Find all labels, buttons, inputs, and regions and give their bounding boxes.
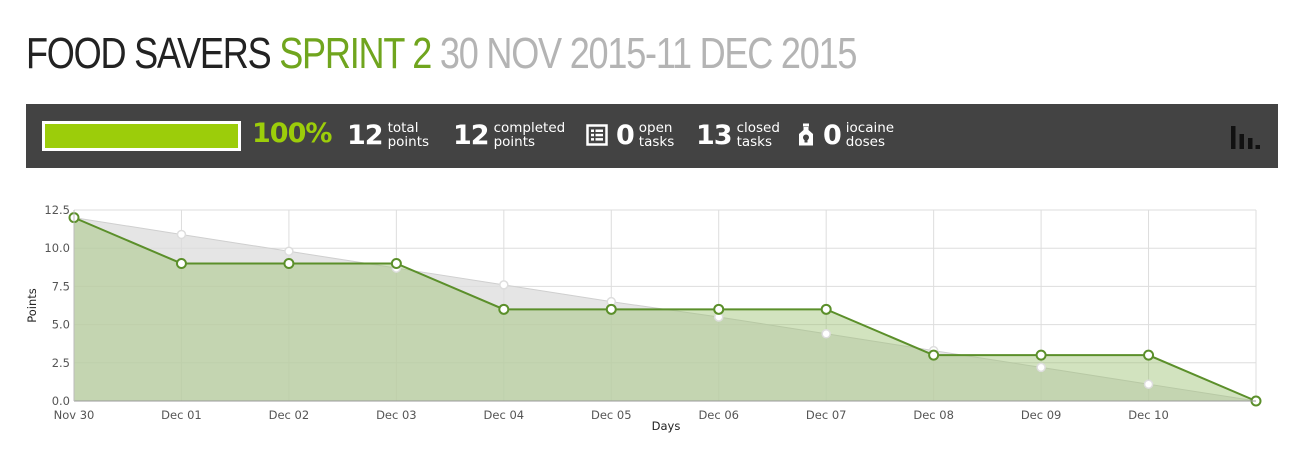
- total-points-label-2: points: [387, 134, 430, 150]
- closed-tasks-label-2: tasks: [736, 134, 773, 150]
- project-name: FOOD SAVERS: [26, 29, 272, 78]
- ideal-point: [1036, 362, 1046, 373]
- ideal-point: [499, 280, 509, 290]
- actual-point: [283, 257, 295, 269]
- actual-point: [820, 303, 832, 315]
- ideal-point: [176, 229, 187, 240]
- x-tick-label: Dec 10: [1128, 408, 1169, 422]
- y-tick-label: 12.5: [44, 203, 70, 217]
- y-tick-label: 5.0: [52, 318, 70, 332]
- x-tick-label: Dec 09: [1021, 408, 1062, 422]
- iocaine-doses-label-2: doses: [845, 134, 885, 150]
- y-tick-label: 2.5: [52, 356, 70, 370]
- open-tasks-value: 0: [616, 119, 635, 151]
- total-points-label-1: total: [387, 120, 419, 136]
- page-title: FOOD SAVERS SPRINT 2 30 NOV 2015-11 DEC …: [26, 28, 858, 80]
- ideal-point: [821, 329, 831, 339]
- actual-point: [928, 349, 940, 361]
- closed-tasks-stat: 13 closed tasks: [696, 117, 780, 153]
- completed-points-stat: 12 completed points: [453, 117, 565, 153]
- open-tasks-label-2: tasks: [638, 134, 675, 150]
- completed-points-label-1: completed: [493, 120, 566, 136]
- iocaine-doses-value: 0: [823, 119, 842, 151]
- x-axis-label: Days: [652, 419, 681, 433]
- y-tick-label: 0.0: [52, 394, 70, 408]
- bar-chart-icon[interactable]: [1230, 122, 1260, 150]
- actual-point: [498, 303, 510, 315]
- completed-points-label-2: points: [493, 134, 536, 150]
- y-axis-label: Points: [25, 288, 39, 323]
- actual-point: [713, 303, 725, 315]
- sprint-progress-bar: [42, 121, 241, 151]
- completed-points-value: 12: [453, 119, 490, 151]
- open-tasks-label-1: open: [638, 120, 673, 136]
- sprint-name: SPRINT 2: [279, 29, 432, 78]
- y-tick-label: 7.5: [52, 279, 70, 293]
- x-tick-label: Nov 30: [54, 408, 95, 422]
- x-tick-label: Dec 02: [269, 408, 310, 422]
- iocaine-doses-label-1: iocaine: [845, 120, 895, 136]
- actual-point: [605, 303, 617, 315]
- actual-point: [390, 257, 402, 269]
- total-points-stat: 12 total points: [347, 117, 429, 153]
- open-tasks-stat: 0 open tasks: [586, 117, 674, 153]
- x-tick-label: Dec 07: [806, 408, 847, 422]
- closed-tasks-label-1: closed: [736, 120, 780, 136]
- actual-point: [1035, 349, 1047, 361]
- x-tick-label: Dec 03: [376, 408, 417, 422]
- burndown-chart-svg: 0.0 2.5 5.0 7.5 10.0 12.5 Nov 30 Dec 01 Dec 02 De…: [25, 203, 1262, 433]
- progress-percent: 100%: [252, 118, 332, 149]
- x-tick-label: Dec 04: [484, 408, 525, 422]
- iocaine-doses-stat: 0 iocaine doses: [797, 117, 894, 153]
- x-tick-label: Dec 08: [913, 408, 954, 422]
- actual-burndown-line: [73, 216, 1257, 402]
- actual-point: [1143, 349, 1155, 361]
- ideal-point: [284, 246, 294, 257]
- burndown-chart: 0.0 2.5 5.0 7.5 10.0 12.5 Nov 30 Dec 01 Dec 02 De…: [0, 190, 1305, 456]
- x-tick-label: Dec 05: [591, 408, 632, 422]
- actual-point: [175, 257, 187, 269]
- task-list-icon: [586, 124, 608, 146]
- poison-bottle-icon: [797, 123, 815, 147]
- total-points-value: 12: [347, 119, 384, 151]
- y-tick-label: 10.0: [44, 241, 70, 255]
- sprint-progress-fill: [45, 124, 238, 148]
- closed-tasks-value: 13: [696, 119, 733, 151]
- sprint-dates: 30 NOV 2015-11 DEC 2015: [439, 29, 858, 78]
- ideal-point: [1143, 379, 1154, 389]
- x-tick-label: Dec 01: [161, 408, 202, 422]
- x-tick-label: Dec 06: [698, 408, 739, 422]
- sprint-stats-bar: 100% 12 total points 12 completed points: [26, 104, 1278, 168]
